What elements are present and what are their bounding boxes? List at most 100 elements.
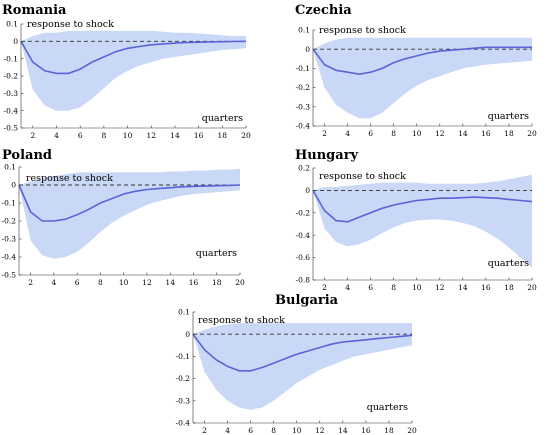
y-tick-label: -0.3 bbox=[4, 89, 19, 98]
annotation-label: response to shock bbox=[319, 25, 406, 36]
y-tick-label: -0.3 bbox=[176, 396, 191, 405]
x-axis-label: quarters bbox=[202, 113, 243, 124]
y-tick-label: 0.1 bbox=[178, 308, 190, 317]
x-tick-label: 20 bbox=[235, 278, 245, 287]
chart-title: Bulgaria bbox=[275, 293, 339, 308]
x-tick-label: 8 bbox=[391, 283, 396, 292]
x-tick-label: 18 bbox=[504, 129, 514, 138]
y-tick-label: 0.1 bbox=[298, 26, 310, 35]
annotation-label: response to shock bbox=[27, 19, 114, 30]
x-tick-label: 4 bbox=[52, 278, 57, 287]
x-axis-label: quarters bbox=[488, 258, 529, 269]
x-tick-label: 14 bbox=[170, 131, 180, 140]
x-tick-label: 4 bbox=[345, 129, 350, 138]
y-tick-label: -0.1 bbox=[176, 352, 190, 361]
y-tick-label: -0.2 bbox=[176, 374, 191, 383]
y-tick-label: -0.4 bbox=[4, 106, 19, 115]
response-line bbox=[192, 333, 413, 372]
chart-title: Poland bbox=[2, 148, 52, 163]
x-tick-label: 6 bbox=[78, 131, 83, 140]
x-tick-label: 2 bbox=[202, 426, 207, 435]
confidence-band bbox=[193, 323, 412, 410]
y-tick-label: -0.2 bbox=[2, 217, 17, 226]
x-tick-label: 4 bbox=[54, 131, 59, 140]
annotation-label: response to shock bbox=[26, 173, 113, 184]
x-tick-label: 16 bbox=[481, 283, 491, 292]
confidence-band bbox=[313, 37, 532, 119]
y-tick-label: 0 bbox=[11, 181, 16, 190]
chart-panel-czechia: 0.1 0 -0.1 -0.2 -0.3 -0.4 2 4 6 8 10 12 14 16 18 20 Czec… bbox=[295, 3, 537, 138]
annotation-label: response to shock bbox=[319, 171, 406, 182]
x-tick-label: 16 bbox=[194, 131, 204, 140]
chart-panel-bulgaria: 0.1 0 -0.1 -0.2 -0.3 -0.4 2 4 6 8 10 12 14 16 18 20 Bulg… bbox=[176, 293, 417, 435]
y-tick-label: 0 bbox=[305, 45, 310, 54]
x-tick-label: 6 bbox=[368, 129, 373, 138]
x-tick-label: 18 bbox=[504, 283, 514, 292]
x-tick-label: 16 bbox=[361, 426, 371, 435]
x-axis-label: quarters bbox=[367, 402, 408, 413]
x-tick-label: 8 bbox=[391, 129, 396, 138]
y-tick-label: 0 bbox=[305, 186, 310, 195]
response-line bbox=[312, 190, 533, 223]
chart-panel-poland: 0.1 0 -0.1 -0.2 -0.3 -0.4 -0.5 2 4 6 8 10 12 14 16 18 20… bbox=[2, 148, 245, 287]
x-tick-label: 6 bbox=[75, 278, 80, 287]
x-tick-label: 16 bbox=[189, 278, 199, 287]
x-tick-label: 20 bbox=[527, 283, 537, 292]
chart-title: Romania bbox=[2, 3, 67, 18]
y-tick-label: -0.4 bbox=[296, 122, 311, 131]
x-tick-label: 10 bbox=[412, 129, 422, 138]
x-tick-label: 14 bbox=[165, 278, 175, 287]
x-tick-label: 16 bbox=[481, 129, 491, 138]
response-line bbox=[312, 46, 532, 76]
x-tick-label: 12 bbox=[435, 283, 445, 292]
x-tick-label: 8 bbox=[98, 278, 103, 287]
y-tick-label: -0.1 bbox=[296, 64, 310, 73]
x-tick-label: 18 bbox=[212, 278, 222, 287]
y-tick-label: -0.1 bbox=[4, 54, 18, 63]
y-tick-label: -0.4 bbox=[176, 419, 191, 428]
x-tick-label: 12 bbox=[142, 278, 152, 287]
x-tick-label: 6 bbox=[248, 426, 253, 435]
confidence-band bbox=[19, 168, 240, 259]
y-tick-label: -0.1 bbox=[2, 199, 16, 208]
x-tick-label: 14 bbox=[338, 426, 348, 435]
x-tick-label: 2 bbox=[30, 131, 35, 140]
x-tick-label: 20 bbox=[241, 131, 251, 140]
annotation-label: response to shock bbox=[198, 315, 285, 326]
x-axis-label: quarters bbox=[196, 248, 237, 259]
y-tick-label: 0.1 bbox=[4, 163, 16, 172]
x-axis-label: quarters bbox=[488, 111, 529, 122]
response-line bbox=[20, 40, 247, 75]
y-tick-label: -0.6 bbox=[296, 253, 311, 262]
x-tick-label: 10 bbox=[123, 131, 133, 140]
chart-title: Czechia bbox=[295, 3, 352, 18]
y-tick-label: 0 bbox=[185, 330, 190, 339]
x-tick-label: 10 bbox=[119, 278, 129, 287]
y-tick-label: -0.2 bbox=[4, 72, 19, 81]
x-tick-label: 20 bbox=[527, 129, 537, 138]
y-tick-label: -0.5 bbox=[4, 124, 19, 133]
x-tick-label: 4 bbox=[345, 283, 350, 292]
y-tick-label: -0.2 bbox=[296, 208, 311, 217]
chart-title: Hungary bbox=[295, 148, 359, 163]
y-tick-label: -0.2 bbox=[296, 83, 311, 92]
y-tick-label: 0 bbox=[13, 37, 18, 46]
chart-panel-romania: 0.1 0 -0.1 -0.2 -0.3 -0.4 -0.5 2 4 6 8 10 12 14 16 18 20… bbox=[2, 3, 251, 140]
x-tick-label: 8 bbox=[271, 426, 276, 435]
x-tick-label: 6 bbox=[368, 283, 373, 292]
y-tick-label: 0.1 bbox=[6, 20, 18, 29]
x-tick-label: 12 bbox=[146, 131, 156, 140]
chart-panel-hungary: 0.2 0 -0.2 -0.4 -0.6 -0.8 2 4 6 8 10 12 14 16 18 20 Hung… bbox=[295, 148, 537, 292]
x-tick-label: 4 bbox=[225, 426, 230, 435]
y-tick-label: 0.2 bbox=[298, 164, 310, 173]
confidence-band bbox=[21, 30, 246, 111]
y-tick-label: -0.3 bbox=[2, 235, 17, 244]
y-tick-label: -0.8 bbox=[296, 276, 311, 285]
x-tick-label: 12 bbox=[315, 426, 325, 435]
x-tick-label: 18 bbox=[384, 426, 394, 435]
x-tick-label: 18 bbox=[218, 131, 228, 140]
x-tick-label: 2 bbox=[28, 278, 33, 287]
x-tick-label: 8 bbox=[102, 131, 107, 140]
x-tick-label: 2 bbox=[322, 283, 327, 292]
